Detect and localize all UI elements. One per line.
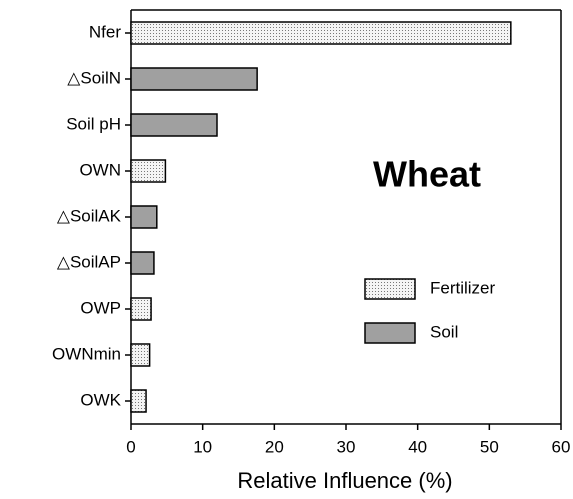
- x-tick-label: 60: [552, 437, 571, 456]
- legend-label: Soil: [430, 322, 458, 341]
- bar: [130, 343, 151, 367]
- bar: [130, 21, 512, 45]
- x-tick-label: 10: [193, 437, 212, 456]
- legend-label: Fertilizer: [430, 278, 496, 297]
- bar: [130, 67, 258, 91]
- bar: [130, 205, 158, 229]
- x-tick-label: 0: [126, 437, 135, 456]
- bar: [130, 113, 218, 137]
- x-tick-label: 50: [480, 437, 499, 456]
- legend-swatch: [364, 278, 416, 300]
- bar: [130, 251, 155, 275]
- y-tick-label: OWP: [80, 298, 121, 317]
- y-tick-label: Soil pH: [66, 114, 121, 133]
- y-tick-label: OWN: [79, 160, 121, 179]
- y-tick-label: OWNmin: [52, 344, 121, 363]
- y-tick-label: △SoilN: [67, 68, 121, 87]
- y-tick-label: Nfer: [89, 22, 121, 41]
- y-tick-label: △SoilAP: [57, 252, 121, 271]
- x-tick-label: 20: [265, 437, 284, 456]
- x-tick-label: 40: [408, 437, 427, 456]
- bar: [130, 159, 167, 183]
- x-tick-label: 30: [337, 437, 356, 456]
- legend-swatch: [364, 322, 416, 344]
- y-tick-label: OWK: [80, 390, 121, 409]
- bar: [130, 297, 152, 321]
- bar: [130, 389, 147, 413]
- y-tick-label: △SoilAK: [57, 206, 122, 225]
- x-axis-label: Relative Influence (%): [237, 468, 452, 493]
- annotation: Wheat: [373, 154, 481, 195]
